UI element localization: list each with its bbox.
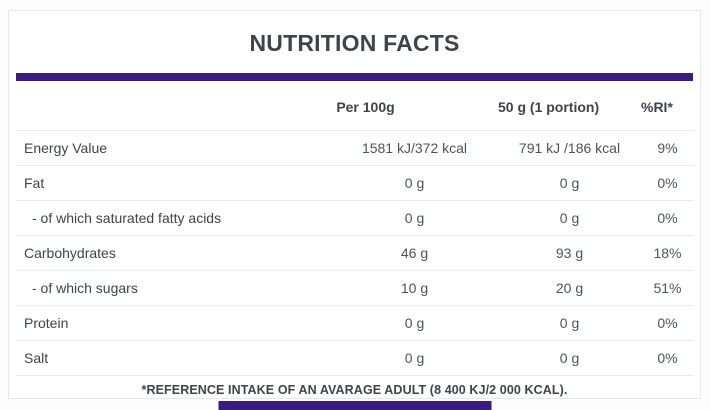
row-label: Carbohydrates xyxy=(16,235,331,271)
value-per-100g: 46 g xyxy=(331,235,498,271)
row-label: Salt xyxy=(16,340,331,376)
table-row: Salt 0 g 0 g 0% xyxy=(16,340,694,376)
table-row: - of which saturated fatty acids 0 g 0 g… xyxy=(16,200,694,236)
value-per-100g: 0 g xyxy=(331,165,498,201)
value-per-100g: 10 g xyxy=(331,270,498,306)
row-label: - of which saturated fatty acids xyxy=(16,200,331,236)
header-empty xyxy=(16,81,331,131)
header-per-100g: Per 100g xyxy=(336,99,395,115)
header-portion: 50 g (1 portion) xyxy=(498,99,600,115)
value-ri: 0% xyxy=(641,305,694,341)
value-ri: 18% xyxy=(641,235,694,271)
table-row: Protein 0 g 0 g 0% xyxy=(16,305,694,341)
table-row: Energy Value 1581 kJ/372 kcal 791 kJ /18… xyxy=(16,130,694,166)
value-ri: 9% xyxy=(641,130,694,166)
header-ri: %RI* xyxy=(641,99,673,115)
value-per-portion: 93 g xyxy=(498,235,641,271)
value-per-100g: 1581 kJ/372 kcal xyxy=(331,130,498,166)
table-row: Fat 0 g 0 g 0% xyxy=(16,165,694,201)
value-per-portion: 0 g xyxy=(498,305,641,341)
value-per-portion: 20 g xyxy=(498,270,641,306)
row-label: - of which sugars xyxy=(16,270,331,306)
nutrition-table: Per 100g 50 g (1 portion) %RI* Energy Va… xyxy=(16,81,694,376)
table-header-row: Per 100g 50 g (1 portion) %RI* xyxy=(16,81,694,131)
value-ri: 0% xyxy=(641,200,694,236)
row-label: Fat xyxy=(16,165,331,201)
row-label: Protein xyxy=(16,305,331,341)
value-per-portion: 0 g xyxy=(498,165,641,201)
bottom-accent-bar xyxy=(218,401,492,410)
value-per-100g: 0 g xyxy=(331,340,498,376)
value-per-portion: 791 kJ /186 kcal xyxy=(498,130,641,166)
value-per-portion: 0 g xyxy=(498,340,641,376)
table-row: Carbohydrates 46 g 93 g 18% xyxy=(16,235,694,271)
table-row: - of which sugars 10 g 20 g 51% xyxy=(16,270,694,306)
value-ri: 0% xyxy=(641,165,694,201)
title-divider xyxy=(16,73,693,81)
value-per-100g: 0 g xyxy=(331,200,498,236)
value-per-100g: 0 g xyxy=(331,305,498,341)
page-title: NUTRITION FACTS xyxy=(249,30,460,56)
value-per-portion: 0 g xyxy=(498,200,641,236)
row-label: Energy Value xyxy=(16,130,331,166)
value-ri: 51% xyxy=(641,270,694,306)
nutrition-facts-card: NUTRITION FACTS Per 100g 50 g (1 portion… xyxy=(8,10,701,399)
reference-intake-footnote: *REFERENCE INTAKE OF AN AVARAGE ADULT (8… xyxy=(141,383,568,397)
value-ri: 0% xyxy=(641,340,694,376)
